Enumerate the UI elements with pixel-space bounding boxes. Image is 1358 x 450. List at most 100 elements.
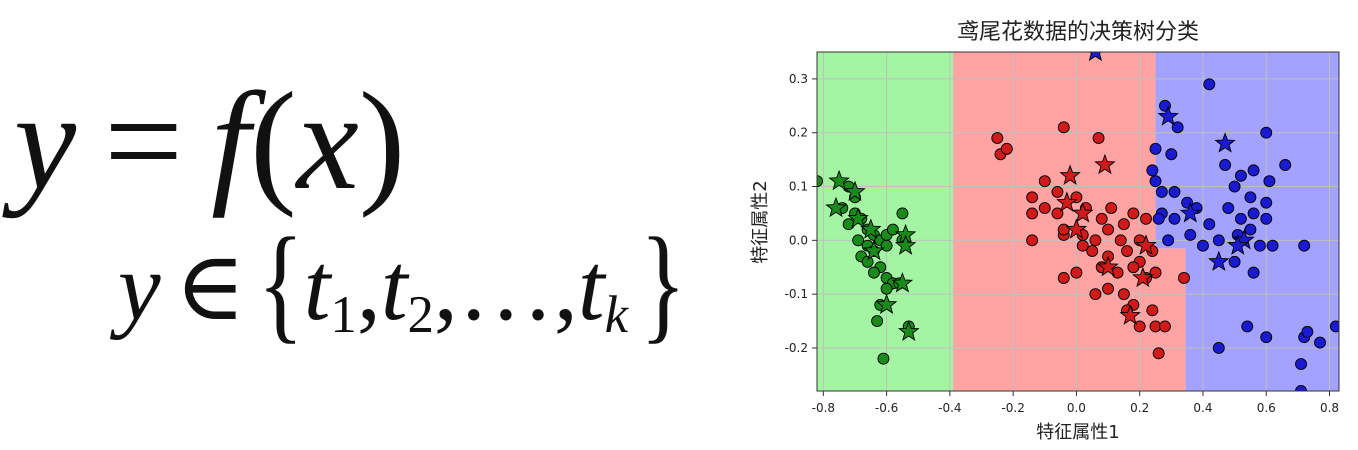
point-blue-2 — [1149, 142, 1162, 155]
point-red-48 — [1057, 223, 1070, 236]
x-tick-label-3: -0.2 — [1001, 401, 1024, 415]
point-red-32 — [1111, 266, 1124, 279]
y-tick-label-4: 0.2 — [789, 126, 808, 140]
point-blue-47 — [1152, 212, 1165, 225]
plot-frame — [816, 51, 1340, 392]
point-blue-6 — [1168, 185, 1181, 198]
point-green-6 — [842, 218, 855, 231]
point-red-5 — [1038, 175, 1051, 188]
point-blue-26 — [1247, 207, 1260, 220]
point-red-46 — [1152, 347, 1165, 360]
star-red-8 — [1135, 234, 1157, 255]
point-green-9 — [852, 234, 865, 247]
formula-f: f — [211, 64, 251, 219]
point-red-36 — [1057, 272, 1070, 284]
point-red-8 — [1038, 202, 1051, 214]
point-red-0 — [991, 132, 1004, 145]
point-blue-19 — [1234, 169, 1247, 182]
point-red-47 — [1178, 272, 1190, 284]
star-green-3 — [847, 207, 869, 228]
point-red-7 — [1051, 185, 1064, 198]
formula-y: y — [14, 64, 77, 219]
y-tick-label-2: 0.0 — [789, 233, 808, 247]
point-red-10 — [1051, 207, 1064, 220]
point-red-18 — [1026, 234, 1039, 247]
star-blue-6 — [1208, 250, 1230, 271]
x-tick-label-0: -0.8 — [812, 401, 835, 415]
point-red-23 — [1114, 234, 1127, 247]
formula-sub-2: 2 — [407, 286, 434, 345]
star-red-6 — [1132, 266, 1154, 288]
star-green-9 — [897, 320, 920, 341]
star-blue-1 — [1157, 105, 1179, 126]
y-tick-label-0: -0.2 — [785, 341, 808, 355]
point-blue-45 — [1146, 164, 1159, 177]
point-blue-21 — [1228, 180, 1241, 193]
chart-title: 鸢尾花数据的决策树分类 — [957, 20, 1199, 45]
point-blue-14 — [1197, 239, 1209, 252]
point-red-43 — [1133, 320, 1146, 333]
formula-comma-2: , — [433, 233, 458, 340]
point-blue-31 — [1253, 239, 1266, 252]
point-blue-15 — [1212, 234, 1225, 247]
point-green-25 — [871, 315, 884, 327]
point-blue-23 — [1263, 175, 1276, 188]
star-blue-3 — [1179, 202, 1202, 223]
point-blue-43 — [1295, 385, 1307, 391]
formula-lparen: ( — [250, 64, 297, 219]
x-tick-label-2: -0.4 — [938, 401, 961, 415]
point-red-35 — [1149, 266, 1162, 279]
point-red-38 — [1102, 282, 1115, 295]
formula-t2: t — [380, 233, 408, 340]
star-green-7 — [891, 272, 914, 293]
point-blue-30 — [1260, 212, 1273, 225]
formula-comma-3: , — [553, 233, 578, 340]
star-blue-0 — [1088, 52, 1103, 62]
point-red-49 — [1076, 239, 1089, 252]
star-red-1 — [1094, 153, 1116, 175]
point-blue-44 — [1329, 320, 1339, 333]
point-blue-17 — [1260, 126, 1273, 139]
formula-x: x — [296, 64, 359, 219]
star-red-2 — [1056, 191, 1078, 212]
point-red-39 — [1117, 288, 1130, 301]
point-blue-38 — [1260, 331, 1273, 344]
y-tick-label-5: 0.3 — [789, 72, 808, 86]
point-blue-29 — [1244, 223, 1257, 236]
x-tick-label-8: 0.8 — [1320, 401, 1339, 415]
point-blue-4 — [1149, 175, 1162, 188]
x-tick-label-4: 0.0 — [1067, 401, 1086, 415]
point-red-4 — [1092, 132, 1105, 145]
region-green-0 — [817, 52, 954, 391]
point-red-6 — [1026, 191, 1039, 204]
point-red-37 — [1089, 288, 1102, 301]
point-blue-24 — [1222, 202, 1235, 214]
point-red-27 — [1121, 245, 1133, 258]
star-blue-2 — [1214, 132, 1236, 153]
point-green-13 — [886, 223, 899, 236]
region-blue-3 — [1155, 52, 1339, 241]
formula-t1: t — [303, 233, 331, 340]
formula-rparen: ) — [358, 64, 406, 219]
point-red-22 — [1102, 223, 1115, 236]
point-blue-27 — [1260, 196, 1273, 209]
decision-regions — [817, 52, 1339, 391]
point-green-14 — [896, 207, 909, 220]
point-blue-18 — [1219, 159, 1232, 171]
formula-sub-k: k — [604, 286, 629, 345]
point-red-30 — [1070, 266, 1083, 279]
point-blue-16 — [1203, 78, 1216, 91]
point-red-21 — [1089, 234, 1102, 247]
point-blue-42 — [1295, 358, 1307, 371]
formula-function: y = f(x) — [14, 72, 405, 212]
star-green-2 — [825, 196, 847, 218]
point-blue-13 — [1184, 229, 1197, 241]
point-blue-35 — [1298, 239, 1311, 252]
point-blue-9 — [1168, 212, 1181, 225]
star-green-4 — [860, 218, 882, 239]
point-blue-20 — [1247, 164, 1260, 177]
point-red-16 — [1127, 207, 1140, 220]
point-blue-25 — [1234, 212, 1247, 225]
formula-left-brace: { — [257, 210, 304, 355]
point-blue-40 — [1301, 325, 1314, 338]
